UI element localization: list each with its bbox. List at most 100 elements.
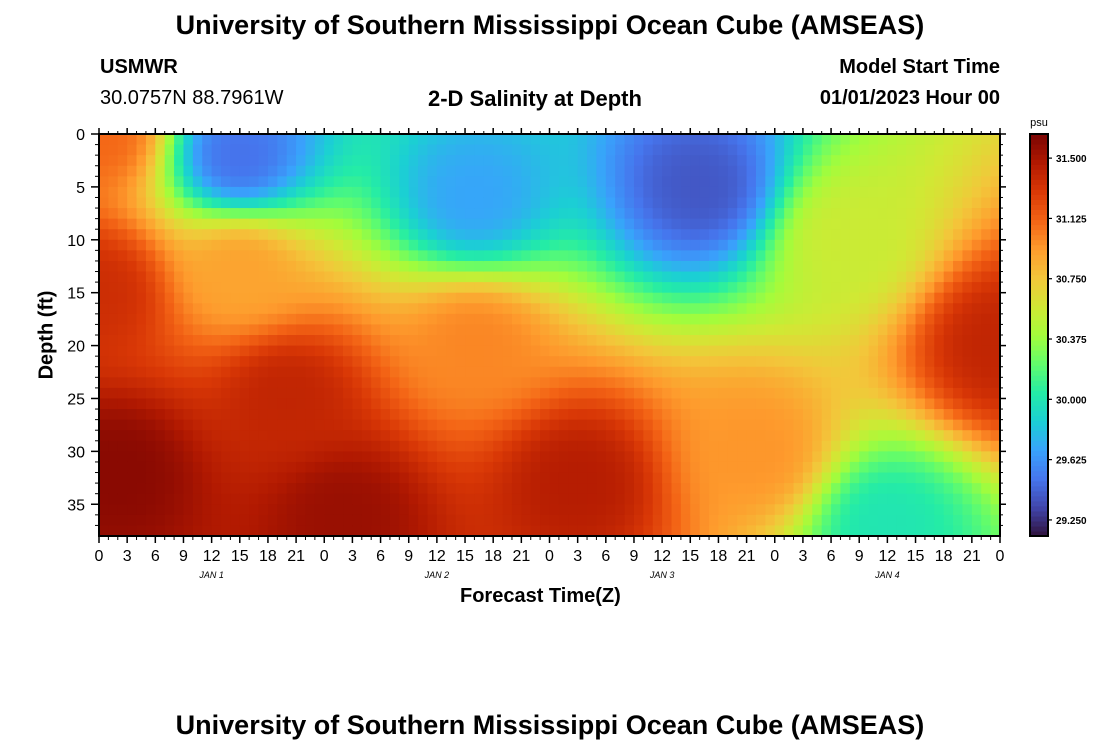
heatmap-cell [474, 229, 485, 241]
heatmap-cell [155, 197, 166, 209]
heatmap-cell [511, 197, 522, 209]
heatmap-cell [784, 186, 795, 199]
heatmap-cell [352, 324, 363, 336]
heatmap-cell [765, 218, 776, 230]
heatmap-cell [821, 356, 832, 368]
heatmap-cell [643, 239, 654, 251]
heatmap-cell [183, 356, 194, 368]
heatmap-cell [371, 335, 382, 347]
heatmap-cell [596, 218, 607, 230]
heatmap-cell [737, 165, 748, 177]
heatmap-cell [333, 239, 344, 251]
heatmap-cell [399, 514, 410, 527]
heatmap-cell [164, 197, 175, 209]
heatmap-cell [962, 430, 973, 442]
heatmap-cell [680, 250, 691, 262]
heatmap-cell [962, 440, 973, 452]
heatmap-cell [511, 493, 522, 505]
colorbar-segment [1030, 435, 1048, 442]
heatmap-cell [981, 409, 992, 421]
heatmap-cell [540, 366, 551, 378]
heatmap-cell [821, 335, 832, 347]
heatmap-cell [446, 218, 457, 230]
heatmap-cell [896, 313, 907, 326]
heatmap-cell [605, 377, 616, 389]
heatmap-cell [474, 356, 485, 368]
heatmap-cell [615, 387, 626, 400]
heatmap-cell [380, 239, 391, 251]
heatmap-cell [643, 514, 654, 527]
heatmap-cell [690, 419, 701, 431]
heatmap-cell [915, 313, 926, 326]
heatmap-cell [605, 472, 616, 484]
heatmap-cell [643, 260, 654, 273]
heatmap-cell [953, 250, 964, 262]
heatmap-cell [633, 176, 644, 188]
heatmap-cell [530, 282, 541, 294]
heatmap-cell [568, 218, 579, 230]
heatmap-cell [202, 197, 213, 209]
heatmap-cell [802, 451, 813, 463]
heatmap-cell [418, 461, 429, 474]
heatmap-cell [183, 250, 194, 262]
heatmap-cell [981, 155, 992, 167]
heatmap-cell [868, 144, 879, 156]
heatmap-cell [324, 155, 335, 167]
heatmap-cell [117, 461, 128, 474]
colorbar-segment [1030, 244, 1048, 251]
heatmap-cell [324, 387, 335, 400]
heatmap-cell [643, 292, 654, 304]
heatmap-cell [530, 271, 541, 283]
heatmap-cell [877, 197, 888, 209]
colorbar-segment [1030, 500, 1048, 507]
heatmap-cell [418, 472, 429, 484]
heatmap-cell [127, 186, 138, 199]
colorbar-segment [1030, 355, 1048, 361]
heatmap-cell [887, 282, 898, 294]
heatmap-cell [202, 186, 213, 199]
heatmap-cell [831, 419, 842, 431]
heatmap-cell [399, 461, 410, 474]
heatmap-cell [671, 176, 682, 188]
heatmap-cell [699, 398, 710, 410]
heatmap-cell [361, 229, 372, 241]
heatmap-cell [305, 282, 316, 294]
heatmap-cell [192, 409, 203, 421]
heatmap-cell [192, 271, 203, 283]
heatmap-cell [117, 134, 128, 146]
heatmap-cell [887, 366, 898, 378]
heatmap-cell [221, 493, 231, 505]
heatmap-cell [399, 387, 410, 400]
heatmap-cell [812, 335, 823, 347]
heatmap-cell [709, 335, 720, 347]
heatmap-cell [558, 271, 569, 283]
heatmap-cell [680, 514, 691, 527]
heatmap-cell [361, 134, 372, 146]
heatmap-cell [296, 377, 307, 389]
heatmap-cell [418, 165, 429, 177]
heatmap-cell [793, 271, 804, 283]
heatmap-cell [849, 303, 860, 315]
heatmap-cell [587, 260, 598, 273]
heatmap-cell [549, 250, 560, 262]
heatmap-cell [343, 525, 354, 537]
heatmap-cell [211, 493, 222, 505]
heatmap-cell [709, 504, 720, 516]
heatmap-cell [418, 493, 429, 505]
heatmap-cell [596, 303, 607, 315]
heatmap-cell [136, 451, 147, 463]
heatmap-cell [793, 176, 804, 188]
heatmap-cell [192, 345, 203, 357]
heatmap-cell [436, 229, 447, 241]
heatmap-cell [493, 472, 504, 484]
heatmap-cell [230, 483, 241, 495]
heatmap-cell [821, 409, 832, 421]
heatmap-cell [474, 186, 485, 199]
heatmap-cell [568, 197, 579, 209]
heatmap-cell [587, 229, 598, 241]
heatmap-cell [183, 504, 194, 516]
heatmap-cell [145, 356, 156, 368]
heatmap-cell [465, 387, 476, 400]
heatmap-cell [361, 356, 372, 368]
heatmap-cell [371, 197, 382, 209]
